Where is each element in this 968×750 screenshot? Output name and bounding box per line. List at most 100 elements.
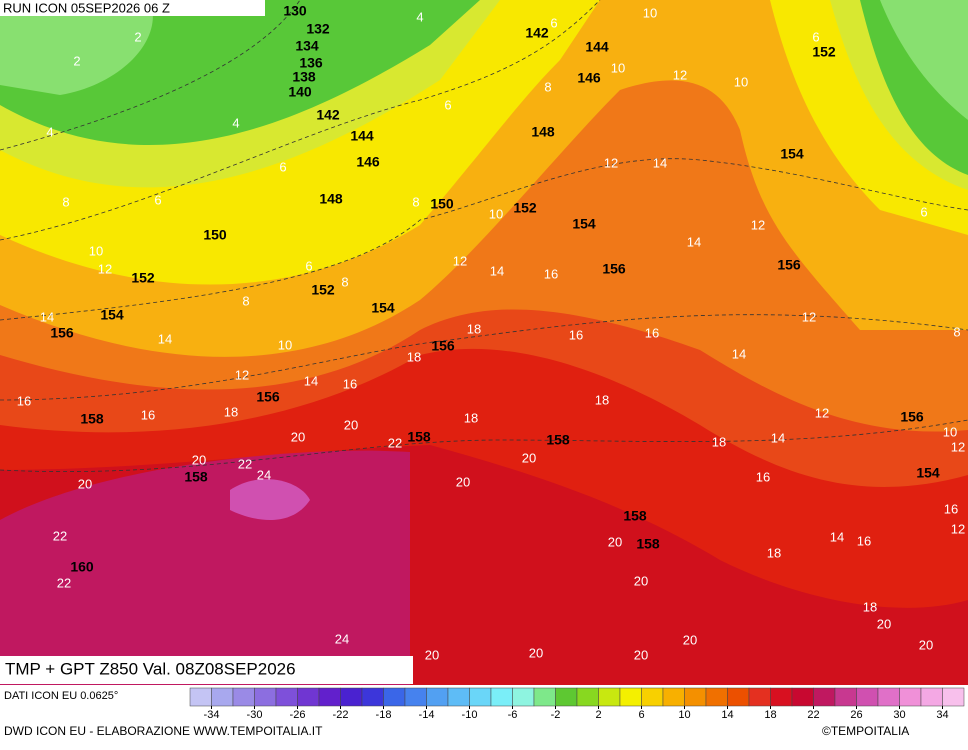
colorbar-tick-label: 22 xyxy=(807,709,819,721)
colorbar-swatch xyxy=(447,687,470,707)
tmp-label: 16 xyxy=(17,393,31,408)
tmp-label: 18 xyxy=(464,410,478,425)
gpt-label: 132 xyxy=(306,21,330,37)
tmp-label: 18 xyxy=(712,434,726,449)
map-title: TMP + GPT Z850 Val. 08Z08SEP2026 xyxy=(5,659,296,678)
tmp-label: 8 xyxy=(62,194,69,209)
colorbar-swatch xyxy=(877,687,900,707)
tmp-label: 8 xyxy=(242,293,249,308)
gpt-label: 154 xyxy=(780,146,804,162)
colorbar-swatch xyxy=(297,687,320,707)
field-light-green-east xyxy=(880,0,968,120)
tmp-label: 10 xyxy=(611,60,625,75)
gpt-label: 144 xyxy=(350,128,374,144)
tmp-label: 12 xyxy=(453,253,467,268)
tmp-label: 20 xyxy=(683,632,697,647)
tmp-label: 2 xyxy=(134,29,141,44)
colorbar-swatch xyxy=(684,687,707,707)
tmp-label: 16 xyxy=(569,327,583,342)
tmp-label: 4 xyxy=(416,9,423,24)
gpt-label: 154 xyxy=(916,465,940,481)
tmp-label: 4 xyxy=(232,115,239,130)
colorbar-tick-label: 26 xyxy=(850,709,862,721)
colorbar-tick-label: 34 xyxy=(936,709,948,721)
tmp-label: 14 xyxy=(304,373,318,388)
gpt-label: 134 xyxy=(295,38,319,54)
colorbar-tick-label: -34 xyxy=(204,709,220,721)
colorbar-swatch xyxy=(920,687,943,707)
tmp-label: 16 xyxy=(544,266,558,281)
tmp-label: 14 xyxy=(490,263,504,278)
field-light-green xyxy=(0,0,153,95)
tmp-label: 20 xyxy=(608,534,622,549)
contour-line xyxy=(0,0,601,241)
map-field xyxy=(0,0,968,686)
tmp-label: 8 xyxy=(341,274,348,289)
colorbar-swatch xyxy=(533,687,556,707)
tmp-label: 2 xyxy=(73,53,80,68)
run-label: RUN ICON 05SEP2026 06 Z xyxy=(3,0,170,15)
gpt-label: 158 xyxy=(623,508,647,524)
gpt-label: 140 xyxy=(288,84,312,100)
tmp-label: 12 xyxy=(815,405,829,420)
gpt-label: 158 xyxy=(80,411,104,427)
gpt-label: 150 xyxy=(203,227,227,243)
gpt-label: 130 xyxy=(283,3,307,19)
colorbar-swatch xyxy=(662,687,685,707)
tmp-label: 16 xyxy=(141,407,155,422)
tmp-label: 12 xyxy=(751,217,765,232)
tmp-label: 4 xyxy=(46,124,53,139)
tmp-label: 20 xyxy=(522,450,536,465)
colorbar-swatch xyxy=(727,687,750,707)
colorbar-swatch xyxy=(748,687,771,707)
tmp-label: 14 xyxy=(732,346,746,361)
gpt-label: 148 xyxy=(319,191,343,207)
colorbar-swatch xyxy=(318,687,341,707)
tmp-label: 6 xyxy=(812,29,819,44)
tmp-label: 10 xyxy=(278,337,292,352)
run-box xyxy=(0,0,265,16)
gpt-label: 158 xyxy=(546,432,570,448)
tmp-label: 16 xyxy=(756,469,770,484)
field-pink xyxy=(230,479,310,520)
gpt-label: 156 xyxy=(900,409,924,425)
tmp-label: 20 xyxy=(919,637,933,652)
tmp-label: 14 xyxy=(687,234,701,249)
tmp-label: 18 xyxy=(467,321,481,336)
gpt-label: 156 xyxy=(777,257,801,273)
colorbar-swatch xyxy=(705,687,728,707)
colorbar-tick-label: -2 xyxy=(551,709,561,721)
gpt-label: 156 xyxy=(256,389,280,405)
colorbar-swatch xyxy=(856,687,879,707)
tmp-label: 14 xyxy=(40,309,54,324)
tmp-label: 20 xyxy=(877,616,891,631)
tmp-label: 10 xyxy=(943,424,957,439)
tmp-label: 20 xyxy=(634,647,648,662)
tmp-label: 12 xyxy=(802,309,816,324)
tmp-label: 12 xyxy=(951,439,965,454)
gpt-label: 142 xyxy=(316,107,340,123)
colorbar: -34 -30 -26 -22 -18 -14 -10 -6 -2 2 6 10 14 18 22 26 30 3… xyxy=(189,687,965,721)
tmp-label: 20 xyxy=(344,417,358,432)
tmp-label: 8 xyxy=(412,194,419,209)
tmp-label: 18 xyxy=(863,599,877,614)
tmp-label: 12 xyxy=(951,521,965,536)
colorbar-swatch xyxy=(490,687,513,707)
tmp-label: 14 xyxy=(771,430,785,445)
colorbar-swatch xyxy=(211,687,234,707)
colorbar-tick-label: -26 xyxy=(290,709,306,721)
tmp-label: 16 xyxy=(343,376,357,391)
tmp-label: 6 xyxy=(920,204,927,219)
tmp-label: 16 xyxy=(857,533,871,548)
tmp-label: 18 xyxy=(767,545,781,560)
tmp-label: 20 xyxy=(425,647,439,662)
colorbar-tick-label: -30 xyxy=(247,709,263,721)
gpt-label: 154 xyxy=(100,307,124,323)
tmp-label: 12 xyxy=(673,67,687,82)
colorbar-tick-label: 18 xyxy=(764,709,776,721)
colorbar-swatch xyxy=(512,687,535,707)
gpt-label: 158 xyxy=(636,536,660,552)
tmp-label: 16 xyxy=(645,325,659,340)
colorbar-swatch xyxy=(813,687,836,707)
